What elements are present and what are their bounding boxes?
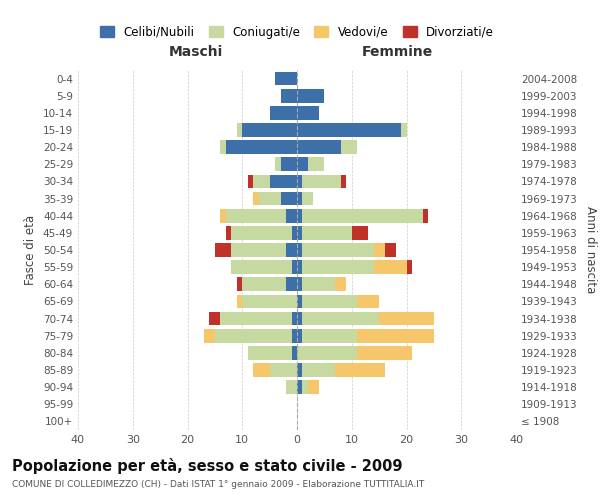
Bar	[297, 278, 302, 291]
Bar	[286, 380, 297, 394]
Bar	[226, 140, 297, 154]
Bar	[302, 312, 379, 326]
Bar	[302, 260, 374, 274]
Bar	[215, 243, 232, 257]
Bar	[242, 278, 286, 291]
Bar	[275, 158, 281, 171]
Bar	[269, 174, 297, 188]
Bar	[357, 294, 379, 308]
Bar	[297, 106, 319, 120]
Bar	[292, 329, 297, 342]
Text: Maschi: Maschi	[169, 45, 223, 59]
Bar	[335, 278, 346, 291]
Bar	[231, 260, 292, 274]
Bar	[275, 72, 297, 86]
Bar	[423, 209, 428, 222]
Bar	[286, 278, 297, 291]
Bar	[292, 312, 297, 326]
Bar	[302, 192, 313, 205]
Bar	[335, 363, 385, 377]
Bar	[352, 226, 368, 239]
Bar	[297, 158, 308, 171]
Bar	[385, 243, 395, 257]
Legend: Celibi/Nubili, Coniugati/e, Vedovi/e, Divorziati/e: Celibi/Nubili, Coniugati/e, Vedovi/e, Di…	[100, 26, 494, 38]
Y-axis label: Fasce di età: Fasce di età	[25, 215, 37, 285]
Bar	[302, 243, 374, 257]
Bar	[357, 346, 412, 360]
Bar	[297, 174, 302, 188]
Bar	[259, 192, 281, 205]
Y-axis label: Anni di nascita: Anni di nascita	[584, 206, 597, 294]
Bar	[407, 260, 412, 274]
Bar	[253, 192, 259, 205]
Text: COMUNE DI COLLEDIMEZZO (CH) - Dati ISTAT 1° gennaio 2009 - Elaborazione TUTTITAL: COMUNE DI COLLEDIMEZZO (CH) - Dati ISTAT…	[12, 480, 424, 489]
Bar	[302, 380, 308, 394]
Bar	[215, 329, 292, 342]
Text: Popolazione per età, sesso e stato civile - 2009: Popolazione per età, sesso e stato civil…	[12, 458, 403, 473]
Bar	[302, 174, 341, 188]
Bar	[297, 140, 341, 154]
Bar	[248, 174, 253, 188]
Bar	[237, 123, 242, 137]
Bar	[341, 174, 346, 188]
Bar	[281, 89, 297, 102]
Bar	[302, 329, 357, 342]
Bar	[297, 380, 302, 394]
Bar	[281, 192, 297, 205]
Bar	[308, 158, 325, 171]
Bar	[297, 226, 302, 239]
Bar	[297, 243, 302, 257]
Bar	[226, 226, 232, 239]
Bar	[374, 260, 407, 274]
Text: Femmine: Femmine	[362, 45, 433, 59]
Bar	[302, 363, 335, 377]
Bar	[297, 209, 302, 222]
Bar	[242, 123, 297, 137]
Bar	[292, 226, 297, 239]
Bar	[269, 106, 297, 120]
Bar	[204, 329, 215, 342]
Bar	[237, 294, 242, 308]
Bar	[297, 312, 302, 326]
Bar	[220, 209, 226, 222]
Bar	[253, 174, 269, 188]
Bar	[374, 243, 385, 257]
Bar	[248, 346, 292, 360]
Bar	[220, 312, 292, 326]
Bar	[220, 140, 226, 154]
Bar	[209, 312, 220, 326]
Bar	[297, 123, 401, 137]
Bar	[379, 312, 434, 326]
Bar	[302, 278, 335, 291]
Bar	[297, 294, 302, 308]
Bar	[341, 140, 357, 154]
Bar	[297, 260, 302, 274]
Bar	[292, 260, 297, 274]
Bar	[292, 346, 297, 360]
Bar	[269, 363, 297, 377]
Bar	[302, 294, 357, 308]
Bar	[297, 192, 302, 205]
Bar	[237, 278, 242, 291]
Bar	[297, 329, 302, 342]
Bar	[232, 243, 286, 257]
Bar	[302, 226, 352, 239]
Bar	[401, 123, 407, 137]
Bar	[297, 363, 302, 377]
Bar	[253, 363, 269, 377]
Bar	[242, 294, 297, 308]
Bar	[231, 226, 292, 239]
Bar	[226, 209, 286, 222]
Bar	[297, 89, 325, 102]
Bar	[357, 329, 434, 342]
Bar	[297, 346, 357, 360]
Bar	[302, 209, 423, 222]
Bar	[286, 209, 297, 222]
Bar	[308, 380, 319, 394]
Bar	[281, 158, 297, 171]
Bar	[286, 243, 297, 257]
